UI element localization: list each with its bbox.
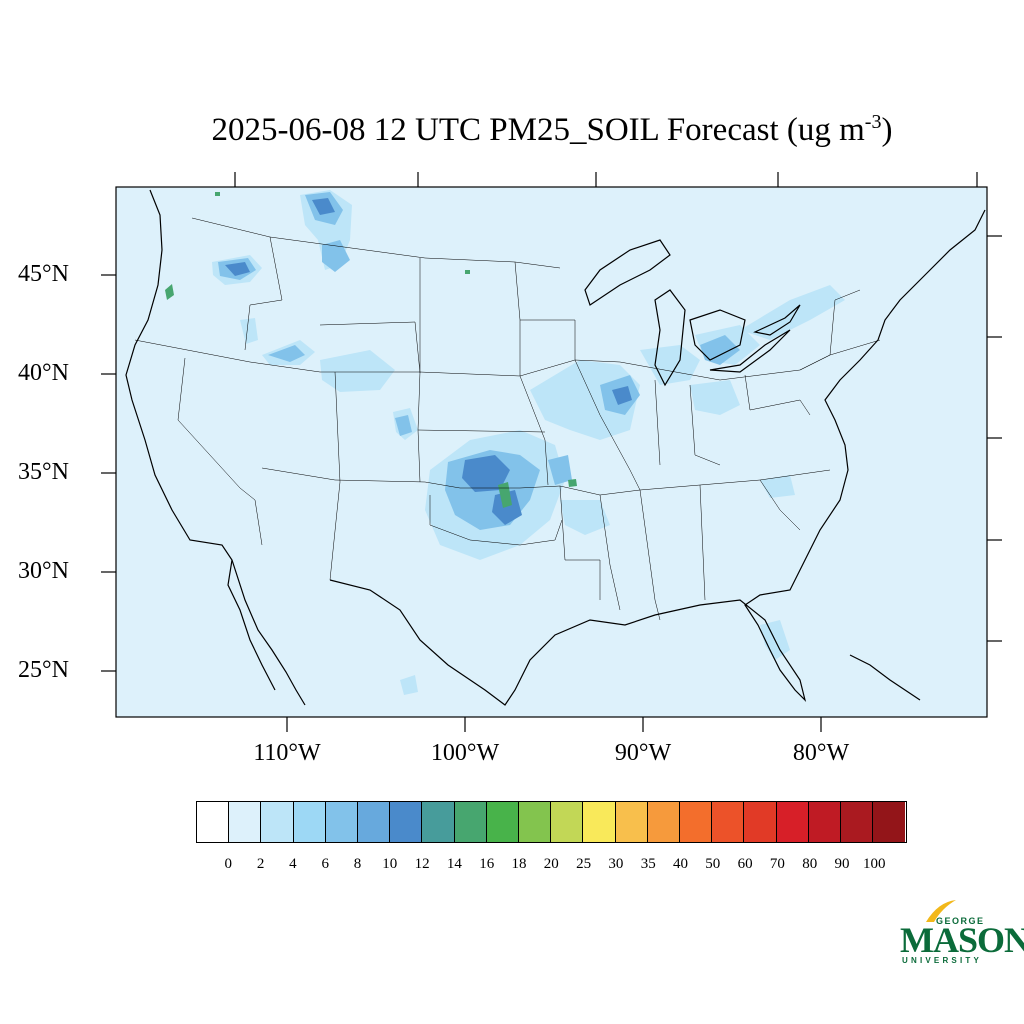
- colorbar-tick-label: 10: [382, 856, 398, 872]
- colorbar-cell: [422, 802, 455, 842]
- colorbar-tick-label: 40: [673, 856, 688, 872]
- colorbar-cell: [229, 802, 262, 842]
- colorbar-cell: [325, 802, 359, 842]
- colorbar-cell: [261, 802, 294, 842]
- colorbar-tick-label: 0: [224, 856, 233, 872]
- colorbar-tick-label: 8: [353, 856, 362, 872]
- colorbar-cell: [647, 802, 681, 842]
- lon-label-100w: 100°W: [430, 740, 500, 766]
- colorbar-cell: [390, 802, 423, 842]
- map-ticks: [101, 172, 1002, 732]
- colorbar-tick-label: 80: [802, 856, 818, 872]
- title-text: 2025-06-08 12 UTC PM25_SOIL Forecast (ug…: [211, 112, 865, 148]
- lat-label-30n: 30°N: [18, 558, 69, 584]
- colorbar-tick-label: 16: [479, 856, 495, 872]
- colorbar-cell: [680, 802, 713, 842]
- colorbar-tick-label: 12: [414, 856, 430, 872]
- colorbar-tick-label: 2: [256, 856, 265, 872]
- title-close: ): [881, 112, 893, 148]
- colorbar-tick-label: 90: [834, 856, 850, 872]
- colorbar-cell: [454, 802, 487, 842]
- lon-label-80w: 80°W: [792, 740, 850, 766]
- map-title: 2025-06-08 12 UTC PM25_SOIL Forecast (ug…: [0, 112, 1024, 149]
- colorbar-tick-label: 30: [608, 856, 624, 872]
- colorbar-cell: [486, 802, 520, 842]
- colorbar-cell: [615, 802, 648, 842]
- colorbar-cell: [873, 802, 906, 842]
- map-frame: [115, 186, 988, 718]
- colorbar-cell: [841, 802, 874, 842]
- logo-george-text: GEORGE: [936, 916, 985, 926]
- colorbar-cell: [776, 802, 809, 842]
- concentration-layer: [165, 190, 845, 695]
- colorbar-cell: [358, 802, 391, 842]
- colorbar-tick-label: 60: [737, 856, 753, 872]
- colorbar-cell: [519, 802, 552, 842]
- state-borders: [134, 217, 881, 621]
- colorbar-cell: [197, 802, 230, 842]
- lat-label-40n: 40°N: [18, 360, 69, 386]
- colorbar-cell: [744, 802, 777, 842]
- colorbar-cell: [293, 802, 326, 842]
- colorbar-cell: [808, 802, 842, 842]
- logo-swoosh-icon: [926, 900, 956, 922]
- colorbar-tick-label: 6: [321, 856, 329, 872]
- gmu-logo: GEORGE MASON UNIVERSITY: [896, 898, 1024, 968]
- colorbar-cell: [551, 802, 584, 842]
- logo-mason-text: MASON: [900, 920, 1024, 960]
- lon-label-90w: 90°W: [614, 740, 672, 766]
- colorbar-tick-label: 20: [543, 856, 559, 872]
- lat-label-45n: 45°N: [18, 261, 69, 287]
- logo-university-text: UNIVERSITY: [902, 956, 983, 965]
- lon-label-110w: 110°W: [253, 740, 321, 766]
- colorbar-tick-label: 25: [576, 856, 592, 872]
- colorbar-tick-label: 50: [705, 856, 721, 872]
- colorbar-tick-label: 18: [511, 856, 527, 872]
- colorbar-tick-label: 70: [769, 856, 785, 872]
- colorbar-tick-label: 35: [640, 856, 656, 872]
- lat-label-35n: 35°N: [18, 459, 69, 485]
- colorbar-tick-label: 4: [289, 856, 297, 872]
- title-exponent: -3: [864, 111, 882, 133]
- colorbar-cell: [712, 802, 745, 842]
- coastline: [125, 189, 986, 706]
- colorbar-tick-label: 100: [863, 856, 886, 872]
- colorbar-cell: [583, 802, 616, 842]
- colorbar-tick-label: 14: [446, 856, 462, 872]
- colorbar: [196, 801, 907, 843]
- lat-label-25n: 25°N: [18, 657, 69, 683]
